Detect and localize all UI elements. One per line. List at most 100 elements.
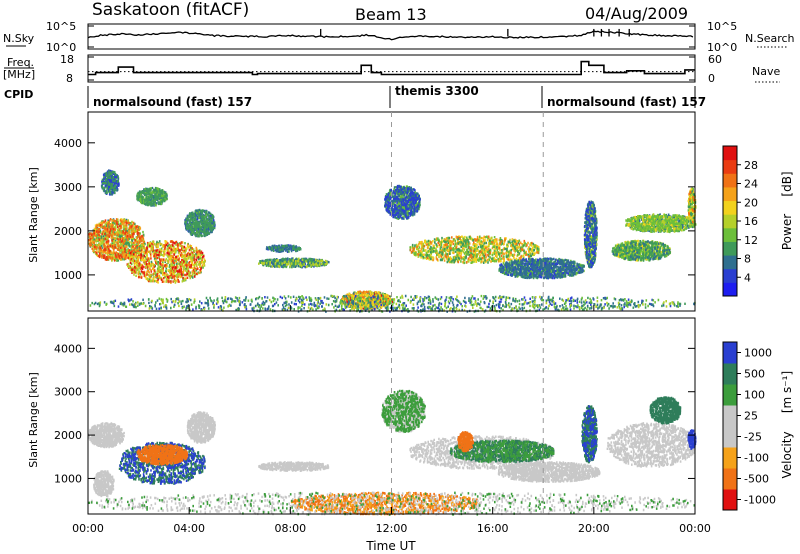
power-cbar-tick-2: 8 bbox=[744, 253, 751, 266]
power-region-8-4 bbox=[384, 184, 421, 220]
nsky-label: N.Sky bbox=[3, 32, 35, 45]
velocity-region-15-2 bbox=[291, 491, 478, 516]
power-cbar-tick-5: 20 bbox=[744, 196, 758, 209]
power-region-14-9 bbox=[341, 291, 392, 311]
velocity-ytick-label-4: 4000 bbox=[54, 342, 82, 355]
power-scatter bbox=[88, 169, 697, 313]
nave-label: Nave bbox=[752, 65, 780, 78]
velocity-region-11-2 bbox=[582, 405, 598, 462]
velocity-cbar-swatch-6 bbox=[723, 384, 737, 406]
power-region-7-3 bbox=[268, 244, 302, 253]
site-title: Saskatoon (fitACF) bbox=[92, 0, 249, 20]
xtick-label-3: 08:00 bbox=[274, 522, 306, 535]
velocity-region-17-1 bbox=[457, 431, 474, 453]
power-cbar-swatch-10 bbox=[723, 159, 737, 174]
power-cbar-tick-1: 4 bbox=[744, 271, 751, 284]
power-ytick-label-3: 3000 bbox=[54, 181, 82, 194]
velocity-cbar-tick-8: 1000 bbox=[744, 347, 772, 360]
x-axis-label: Time UT bbox=[365, 539, 416, 553]
power-region-4-3 bbox=[101, 170, 119, 195]
velocity-ytick-label-3: 3000 bbox=[54, 386, 82, 399]
xtick-label-1: 00:00 bbox=[72, 522, 104, 535]
power-region-5-4 bbox=[184, 209, 216, 238]
nsky-panel: N.Sky 10^5 10^0 10^5 10^0 N.Search bbox=[3, 20, 795, 54]
velocity-region-14-1 bbox=[687, 429, 697, 450]
nsky-trace bbox=[87, 28, 694, 41]
power-cbar-swatch-6 bbox=[723, 214, 737, 229]
power-cbar-swatch-4 bbox=[723, 241, 737, 256]
velocity-cbar-swatch-3 bbox=[723, 447, 737, 469]
nsky-tick-lo: 10^0 bbox=[46, 41, 76, 54]
freq-tick-lo: 8 bbox=[66, 72, 73, 85]
power-ytick-label-4: 4000 bbox=[54, 137, 82, 150]
power-region-10-4 bbox=[499, 257, 585, 280]
power-cbar-swatch-2 bbox=[723, 268, 737, 283]
xtick-label-4: 12:00 bbox=[376, 522, 408, 535]
velocity-cbar-swatch-8 bbox=[723, 342, 737, 364]
nsky-line bbox=[87, 30, 694, 41]
power-region-6-5 bbox=[258, 257, 328, 268]
nsearch-tick-hi: 10^5 bbox=[707, 20, 737, 33]
velocity-region-6-1 bbox=[258, 461, 330, 472]
cpid-segment-3: normalsound (fast) 157 bbox=[547, 95, 706, 109]
power-region-3-3 bbox=[136, 186, 168, 207]
velocity-region-4-1 bbox=[93, 470, 115, 498]
nave-tick-lo: 0 bbox=[708, 72, 715, 85]
power-region-13-5 bbox=[625, 213, 697, 234]
power-region-9-6 bbox=[409, 235, 539, 264]
velocity-cbar-swatch-4 bbox=[723, 426, 737, 448]
power-region-13-4 bbox=[627, 215, 692, 232]
power-cbar-unit: [dB] bbox=[780, 171, 794, 196]
velocity-region-3-1 bbox=[136, 444, 189, 466]
velocity-region-16-1 bbox=[91, 491, 696, 516]
cpid-label: CPID bbox=[4, 88, 33, 101]
power-cbar-swatch-3 bbox=[723, 255, 737, 270]
velocity-region-5-1 bbox=[186, 411, 216, 444]
freq-panel: Freq. [MHz] 18 8 60 0 Nave bbox=[3, 53, 780, 85]
power-cbar-swatch-8 bbox=[723, 186, 737, 202]
power-panel: 1000 2000 3000 4000 Slant Range [km] bbox=[27, 111, 697, 313]
velocity-scatter bbox=[88, 389, 697, 516]
power-region-15-4 bbox=[94, 294, 696, 313]
power-cbar-tick-3: 12 bbox=[744, 234, 758, 247]
velocity-panel: 1000 2000 3000 4000 00:00 04:00 08:00 12:00 16:… bbox=[27, 305, 711, 553]
date-title: 04/Aug/2009 bbox=[585, 4, 688, 23]
power-cbar-quantity: Power bbox=[780, 214, 794, 250]
xtick-label-2: 04:00 bbox=[173, 522, 205, 535]
power-region-16-3 bbox=[688, 187, 697, 222]
xtick-label-6: 20:00 bbox=[578, 522, 610, 535]
power-cbar-swatch-11 bbox=[723, 146, 737, 161]
velocity-region-9-2 bbox=[450, 439, 555, 464]
velocity-ytick-label-2: 2000 bbox=[54, 429, 82, 442]
velocity-cbar-tick-1: -1000 bbox=[744, 494, 776, 507]
velocity-ytick-label-1: 1000 bbox=[54, 472, 82, 485]
power-region-16-5 bbox=[687, 190, 697, 224]
power-cbar-swatch-5 bbox=[723, 227, 737, 242]
freq-tick-hi: 18 bbox=[60, 53, 74, 66]
velocity-cbar-tick-2: -500 bbox=[744, 473, 769, 486]
velocity-ylabel: Slant Range [km] bbox=[27, 372, 40, 468]
power-cbar-swatch-9 bbox=[723, 173, 737, 188]
power-ytick-label-1: 1000 bbox=[54, 269, 82, 282]
velocity-cbar-tick-7: 500 bbox=[744, 368, 765, 381]
nsearch-tick-lo: 10^0 bbox=[707, 41, 737, 54]
xtick-label-5: 16:00 bbox=[477, 522, 509, 535]
power-region-14-7 bbox=[346, 290, 393, 310]
velocity-cbar-swatch-7 bbox=[723, 363, 737, 385]
power-ylabel: Slant Range [km] bbox=[27, 167, 40, 263]
power-region-12-5 bbox=[612, 240, 671, 261]
velocity-region-10-1 bbox=[497, 461, 601, 483]
nsearch-label: N.Search bbox=[745, 32, 795, 45]
cpid-strip: CPID normalsound (fast) 157 themis 3300 … bbox=[4, 84, 706, 109]
velocity-region-1-1 bbox=[88, 422, 125, 449]
velocity-cbar-unit: [m s⁻¹] bbox=[780, 371, 794, 413]
cpid-segment-1: normalsound (fast) 157 bbox=[93, 95, 252, 109]
velocity-cbar-swatch-1 bbox=[723, 489, 737, 511]
velocity-region-7-2 bbox=[381, 389, 426, 433]
power-ytick-label-2: 2000 bbox=[54, 225, 82, 238]
velocity-cbar-tick-5: 25 bbox=[744, 410, 758, 423]
power-cbar-swatch-7 bbox=[723, 200, 737, 215]
power-region-2-6 bbox=[126, 240, 203, 283]
frequency-line bbox=[88, 60, 695, 76]
velocity-colorbar: -1000 -500 -100 -25 25 100 500 1000 Velocity [m… bbox=[722, 341, 794, 511]
